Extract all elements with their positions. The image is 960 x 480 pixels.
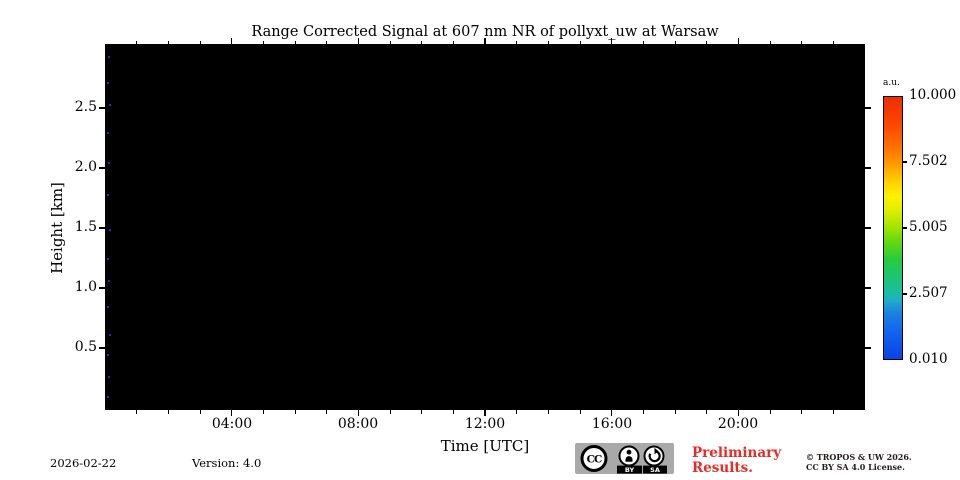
version-label: Version: 4.0 [192, 456, 262, 470]
y-tick-label: 1.0 [74, 279, 97, 295]
colorbar-tick-label: 10.000 [909, 87, 957, 103]
x-minor-tick [642, 410, 644, 414]
x-minor-tick [769, 410, 771, 414]
x-minor-tick [167, 410, 169, 414]
cc-icon: CC [580, 445, 608, 472]
x-minor-tick [801, 410, 803, 414]
faint-signal-speckle [107, 306, 109, 308]
x-minor-tick [294, 410, 296, 414]
y-major-tick [865, 227, 871, 229]
svg-text:CC: CC [587, 454, 602, 466]
x-minor-tick [389, 410, 391, 414]
x-minor-tick [579, 410, 581, 414]
faint-signal-speckle [107, 258, 109, 260]
copyright-note: © TROPOS & UW 2026. CC BY SA 4.0 License… [806, 452, 912, 472]
faint-signal-speckle [107, 354, 109, 356]
colorbar-unit-label: a.u. [883, 78, 900, 88]
preliminary-results-note: Preliminary Results. [692, 446, 781, 476]
y-major-tick [865, 167, 871, 169]
x-minor-tick [326, 410, 328, 414]
by-label: BY [625, 466, 635, 474]
colorbar-gradient [883, 96, 903, 360]
y-tick-label: 1.5 [74, 219, 97, 235]
y-tick-label: 2.0 [74, 159, 97, 175]
faint-signal-speckle [109, 104, 111, 106]
sa-label-bar [643, 465, 667, 474]
copyright-line1: © TROPOS & UW 2026. [806, 452, 912, 462]
x-minor-tick [547, 410, 549, 414]
colorbar-tick-label: 5.005 [909, 219, 948, 235]
x-minor-tick [421, 410, 423, 414]
y-tick-label: 0.5 [74, 339, 97, 355]
faint-signal-speckle [107, 82, 109, 84]
y-major-tick [865, 107, 871, 109]
by-label-bar [617, 465, 642, 474]
x-minor-tick [452, 410, 454, 414]
colorbar-tick [903, 227, 907, 229]
x-tick-label: 08:00 [337, 416, 379, 432]
heatmap-plot-area [105, 44, 865, 410]
preliminary-line2: Results. [692, 460, 753, 476]
faint-signal-speckle [107, 396, 109, 398]
colorbar-tick [903, 293, 907, 295]
faint-signal-speckle [109, 229, 111, 231]
faint-signal-speckle [108, 280, 110, 282]
colorbar-tick-label: 7.502 [909, 153, 948, 169]
attribution-person-icon [618, 445, 640, 467]
x-minor-tick [706, 410, 708, 414]
faint-signal-speckle [107, 194, 109, 196]
x-tick-label: 04:00 [211, 416, 253, 432]
x-minor-tick [516, 410, 518, 414]
preliminary-line1: Preliminary [692, 445, 782, 461]
x-minor-tick [199, 410, 201, 414]
x-minor-tick [832, 410, 834, 414]
y-major-tick [865, 287, 871, 289]
x-minor-tick [262, 410, 264, 414]
share-alike-arrow-icon [643, 445, 665, 467]
faint-signal-speckle [107, 132, 109, 134]
colorbar-tick-label: 0.010 [909, 351, 948, 367]
x-axis-label: Time [UTC] [440, 437, 530, 455]
y-tick-label: 2.5 [74, 99, 97, 115]
y-major-tick [865, 347, 871, 349]
x-minor-tick [674, 410, 676, 414]
x-tick-label: 12:00 [464, 416, 506, 432]
measurement-date: 2026-02-22 [50, 456, 117, 470]
x-tick-label: 16:00 [591, 416, 633, 432]
faint-signal-speckle [108, 162, 110, 164]
x-tick-label: 20:00 [717, 416, 759, 432]
copyright-line2: CC BY SA 4.0 License. [806, 462, 905, 472]
faint-signal-speckle [109, 334, 111, 336]
faint-signal-speckle [108, 376, 110, 378]
faint-signal-speckle [108, 56, 110, 58]
x-minor-tick [136, 410, 138, 414]
y-axis-label: Height [km] [48, 182, 66, 274]
sa-label: SA [650, 466, 660, 474]
cc-by-sa-badge: CC BY SA [575, 443, 674, 474]
colorbar-tick-label: 2.507 [909, 285, 948, 301]
colorbar-tick [903, 161, 907, 163]
chart-title: Range Corrected Signal at 607 nm NR of p… [251, 24, 719, 40]
